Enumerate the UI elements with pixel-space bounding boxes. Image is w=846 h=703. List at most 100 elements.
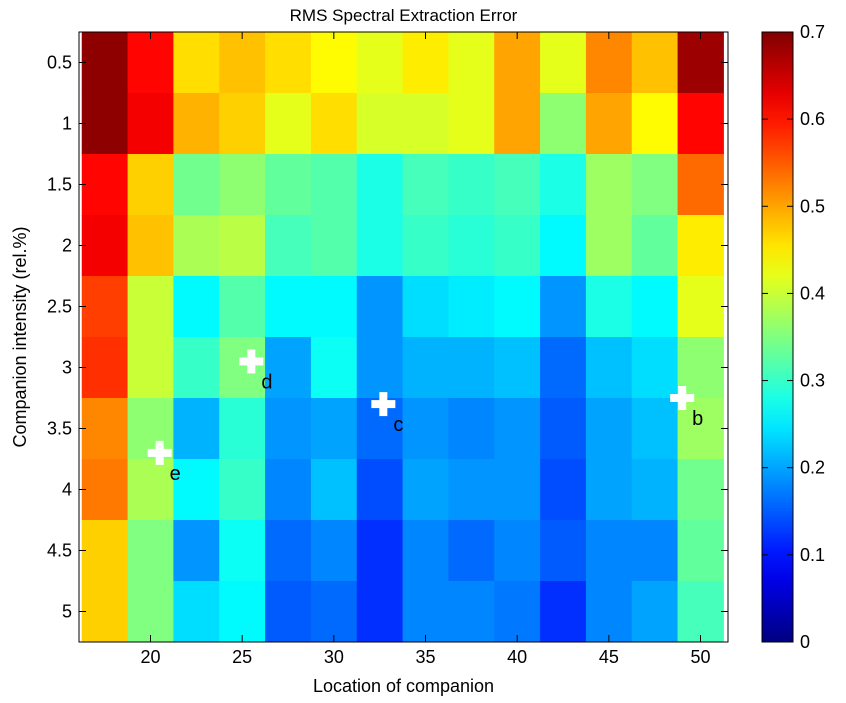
- heatmap-cell: [81, 581, 129, 643]
- heatmap-cell: [631, 276, 679, 338]
- heatmap-cell: [356, 276, 404, 338]
- heatmap-cell: [219, 337, 266, 399]
- heatmap-cell: [310, 337, 358, 399]
- heatmap-cell: [127, 459, 174, 521]
- heatmap-cell: [585, 520, 633, 582]
- colorbar: [761, 31, 794, 643]
- heatmap-cell: [402, 154, 449, 216]
- heatmap-cell: [494, 154, 541, 216]
- heatmap-cell: [265, 520, 312, 582]
- heatmap-cell: [448, 337, 495, 399]
- heatmap-cell: [356, 93, 404, 155]
- heatmap-cells: [81, 32, 724, 643]
- heatmap-cell: [585, 215, 633, 277]
- heatmap-cell: [631, 398, 679, 460]
- heatmap-cell: [402, 398, 449, 460]
- heatmap-cell: [540, 215, 587, 277]
- heatmap-cell: [81, 154, 129, 216]
- marker-label: d: [261, 371, 272, 393]
- marker-label: b: [692, 408, 703, 430]
- heatmap-cell: [585, 398, 633, 460]
- heatmap-cell: [402, 337, 449, 399]
- y-tick-label: 0.5: [47, 53, 72, 73]
- heatmap-cell: [402, 93, 449, 155]
- markers: b c d e: [147, 349, 703, 485]
- heatmap-cell: [310, 276, 358, 338]
- heatmap-cell: [494, 93, 541, 155]
- heatmap-cell: [265, 93, 312, 155]
- y-tick-label: 4: [62, 480, 72, 500]
- heatmap-cell: [310, 520, 358, 582]
- heatmap-cell: [448, 398, 495, 460]
- heatmap-cell: [631, 32, 679, 94]
- marker-cross: [379, 392, 388, 417]
- heatmap-cell: [81, 32, 129, 94]
- heatmap-cell: [173, 459, 220, 521]
- colorbar-tick-label: 0.3: [800, 371, 825, 391]
- colorbar-tick-label: 0.6: [800, 109, 825, 129]
- heatmap-cell: [540, 398, 587, 460]
- heatmap-cell: [356, 337, 404, 399]
- heatmap-cell: [356, 215, 404, 277]
- heatmap-cell: [494, 337, 541, 399]
- marker-c: c: [371, 392, 403, 436]
- heatmap-cell: [127, 154, 174, 216]
- plot-frame: [78, 31, 729, 643]
- heatmap-cell: [540, 276, 587, 338]
- heatmap-cell: [677, 520, 724, 582]
- heatmap-cell: [356, 459, 404, 521]
- colorbar-tick-label: 0.4: [800, 283, 825, 303]
- heatmap-cell: [540, 337, 587, 399]
- heatmap-cell: [585, 581, 633, 643]
- heatmap-cell: [494, 32, 541, 94]
- heatmap-cell: [585, 459, 633, 521]
- heatmap-cell: [219, 215, 266, 277]
- heatmap-cell: [540, 154, 587, 216]
- heatmap-cell: [173, 32, 220, 94]
- heatmap-cell: [402, 32, 449, 94]
- heatmap-cell: [494, 459, 541, 521]
- heatmap-cell: [173, 520, 220, 582]
- colorbar-tick-label: 0.7: [800, 22, 825, 42]
- heatmap-cell: [677, 154, 724, 216]
- heatmap-cell: [310, 459, 358, 521]
- y-tick-label: 5: [62, 602, 72, 622]
- colorbar-tick-label: 0.2: [800, 458, 825, 478]
- colorbar-tick-label: 0: [800, 632, 810, 652]
- x-tick-label: 30: [324, 647, 344, 667]
- heatmap-cell: [448, 32, 495, 94]
- y-tick-label: 1: [62, 114, 72, 134]
- heatmap-cell: [631, 581, 679, 643]
- chart-title: RMS Spectral Extraction Error: [290, 6, 518, 25]
- marker-cross: [247, 349, 256, 374]
- heatmap-cell: [219, 32, 266, 94]
- heatmap-cell: [402, 276, 449, 338]
- heatmap-cell: [448, 215, 495, 277]
- marker-d: d: [239, 349, 272, 393]
- heatmap-cell: [677, 215, 724, 277]
- heatmap-cell: [219, 93, 266, 155]
- heatmap-cell: [219, 581, 266, 643]
- heatmap-cell: [265, 32, 312, 94]
- heatmap-cell: [173, 276, 220, 338]
- x-tick-label: 45: [599, 647, 619, 667]
- heatmap-cell: [677, 459, 724, 521]
- heatmap-cell: [219, 276, 266, 338]
- heatmap-cell: [356, 520, 404, 582]
- heatmap-cell: [265, 398, 312, 460]
- heatmap-cell: [540, 32, 587, 94]
- heatmap-cell: [265, 581, 312, 643]
- x-tick-label: 20: [140, 647, 160, 667]
- heatmap-cell: [494, 215, 541, 277]
- heatmap-cell: [265, 276, 312, 338]
- x-axis-label: Location of companion: [313, 676, 494, 696]
- heatmap-cell: [219, 154, 266, 216]
- heatmap-cell: [81, 215, 129, 277]
- x-tick-label: 35: [415, 647, 435, 667]
- heatmap-cell: [402, 215, 449, 277]
- heatmap-cell: [494, 520, 541, 582]
- heatmap-cell: [448, 276, 495, 338]
- heatmap-cell: [402, 459, 449, 521]
